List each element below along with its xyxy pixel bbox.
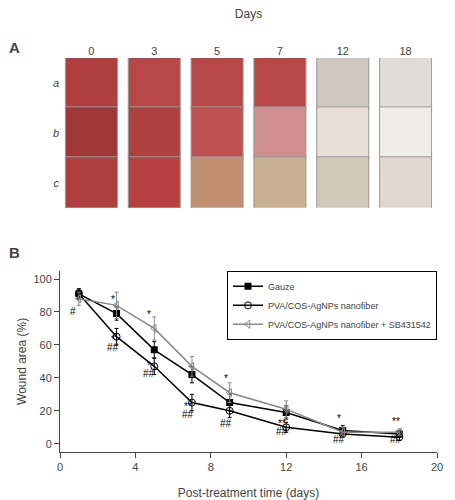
svg-text:B: B bbox=[9, 244, 20, 261]
svg-text:a: a bbox=[53, 77, 59, 89]
svg-text:b: b bbox=[53, 127, 59, 139]
svg-text:Post-treatment time (days): Post-treatment time (days) bbox=[178, 486, 319, 500]
svg-text:Wound area (%): Wound area (%) bbox=[15, 318, 29, 405]
svg-text:12: 12 bbox=[337, 45, 349, 57]
svg-text:A: A bbox=[9, 39, 20, 56]
svg-text:##: ## bbox=[276, 426, 288, 437]
svg-text:##: ## bbox=[182, 409, 194, 420]
svg-text:PVA/COS-AgNPs nanofiber: PVA/COS-AgNPs nanofiber bbox=[268, 301, 378, 311]
svg-text:16: 16 bbox=[355, 461, 367, 473]
svg-text:20: 20 bbox=[431, 461, 443, 473]
svg-text:**: ** bbox=[184, 401, 192, 412]
svg-text:100: 100 bbox=[33, 273, 51, 285]
svg-text:3: 3 bbox=[151, 45, 157, 57]
svg-text:*: * bbox=[111, 294, 115, 305]
svg-text:##: ## bbox=[333, 434, 345, 445]
svg-text:0: 0 bbox=[46, 438, 52, 450]
svg-text:0: 0 bbox=[57, 461, 63, 473]
svg-text:8: 8 bbox=[208, 461, 214, 473]
svg-text:60: 60 bbox=[40, 339, 52, 351]
svg-text:4: 4 bbox=[132, 461, 138, 473]
svg-text:18: 18 bbox=[399, 45, 411, 57]
svg-text:*: * bbox=[111, 334, 115, 345]
svg-text:c: c bbox=[54, 177, 60, 189]
svg-text:Gauze: Gauze bbox=[268, 282, 295, 292]
svg-text:PVA/COS-AgNPs nanofiber + SB43: PVA/COS-AgNPs nanofiber + SB431542 bbox=[268, 320, 431, 330]
svg-text:*: * bbox=[147, 309, 151, 320]
svg-text:**: ** bbox=[278, 418, 286, 429]
svg-text:##: ## bbox=[143, 368, 155, 379]
svg-text:*: * bbox=[147, 360, 151, 371]
svg-text:*: * bbox=[337, 413, 341, 424]
svg-text:0: 0 bbox=[88, 45, 94, 57]
svg-text:**: ** bbox=[392, 416, 400, 427]
svg-text:##: ## bbox=[220, 418, 232, 429]
svg-text:7: 7 bbox=[277, 45, 283, 57]
svg-text:5: 5 bbox=[214, 45, 220, 57]
svg-text:12: 12 bbox=[280, 461, 292, 473]
svg-text:40: 40 bbox=[40, 372, 52, 384]
svg-text:20: 20 bbox=[40, 405, 52, 417]
svg-text:##: ## bbox=[390, 434, 402, 445]
svg-text:Days: Days bbox=[235, 7, 262, 21]
svg-text:##: ## bbox=[107, 342, 119, 353]
svg-text:#: # bbox=[70, 306, 76, 317]
svg-text:*: * bbox=[224, 373, 228, 384]
svg-text:80: 80 bbox=[40, 306, 52, 318]
